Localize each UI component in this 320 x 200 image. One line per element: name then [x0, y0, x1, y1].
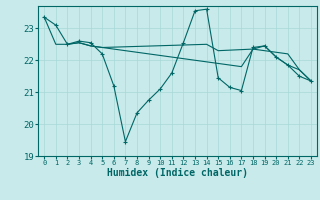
X-axis label: Humidex (Indice chaleur): Humidex (Indice chaleur) — [107, 168, 248, 178]
